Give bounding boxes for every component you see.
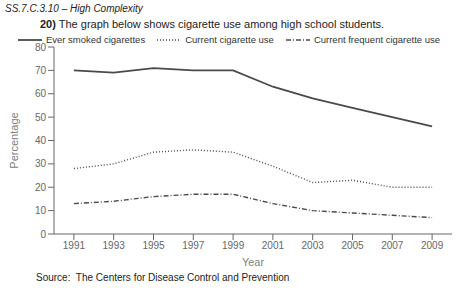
svg-text:30: 30 [35, 158, 47, 169]
svg-text:2003: 2003 [302, 240, 325, 251]
svg-text:70: 70 [35, 65, 47, 76]
svg-text:2005: 2005 [341, 240, 364, 251]
svg-text:20: 20 [35, 182, 47, 193]
svg-text:2009: 2009 [421, 240, 444, 251]
html-text:20) The graph below shows ciga: 20) The graph below shows cigarette use … [40, 18, 385, 30]
html-text:Current frequent cigarette use: Current frequent cigarette use [313, 34, 441, 45]
svg-text:2001: 2001 [262, 240, 285, 251]
html-text:Ever smoked cigarettes: Ever smoked cigarettes [45, 34, 146, 45]
svg-text:Year: Year [242, 256, 265, 268]
svg-text:1991: 1991 [63, 240, 86, 251]
svg-text:10: 10 [35, 205, 47, 216]
svg-text:1997: 1997 [182, 240, 205, 251]
svg-text:1995: 1995 [142, 240, 165, 251]
svg-text:Percentage: Percentage [8, 112, 20, 168]
svg-text:0: 0 [40, 229, 46, 240]
html-text:SS.7.C.3.10 – High Complexity: SS.7.C.3.10 – High Complexity [5, 3, 143, 14]
svg-text:1999: 1999 [222, 240, 245, 251]
svg-text:1993: 1993 [103, 240, 126, 251]
html-text:Source: The Centers for Diseas: Source: The Centers for Disease Control … [36, 272, 290, 283]
svg-text:40: 40 [35, 135, 47, 146]
svg-text:2007: 2007 [381, 240, 404, 251]
svg-text:50: 50 [35, 112, 47, 123]
svg-text:60: 60 [35, 88, 47, 99]
svg-text:80: 80 [35, 42, 47, 53]
html-text:Current cigarette use: Current cigarette use [185, 34, 274, 45]
